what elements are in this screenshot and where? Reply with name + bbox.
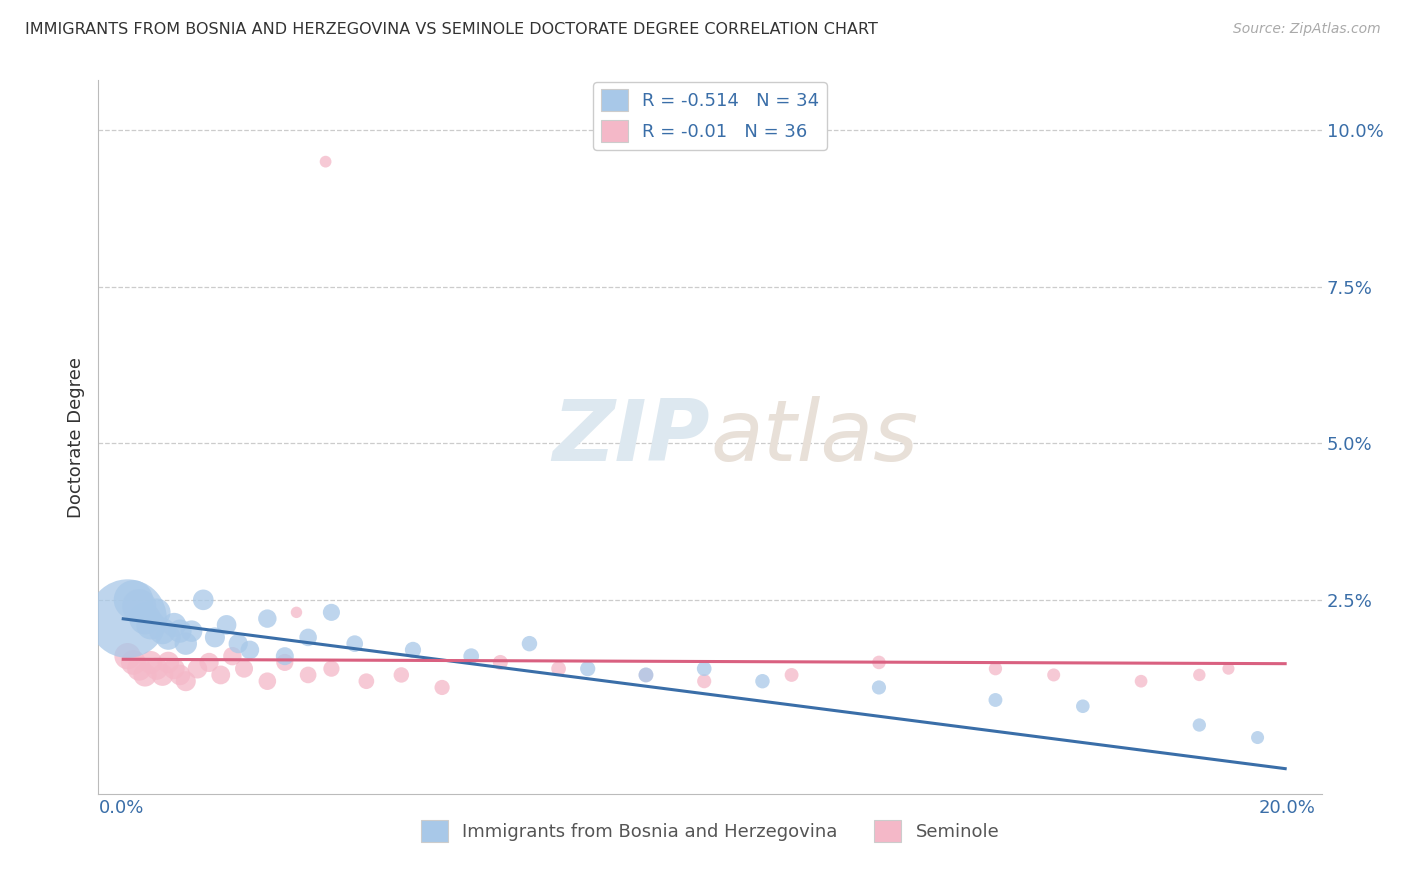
Point: [984, 693, 1007, 707]
Point: [274, 649, 297, 664]
Point: [128, 599, 150, 613]
Point: [139, 656, 162, 670]
Point: [274, 656, 297, 670]
Point: [256, 612, 278, 626]
Point: [204, 631, 226, 645]
Point: [180, 624, 202, 639]
Point: [233, 662, 256, 676]
Point: [163, 662, 186, 676]
Point: [239, 643, 262, 657]
Point: [122, 592, 145, 607]
Point: [256, 674, 278, 689]
Point: [157, 631, 180, 645]
Point: [547, 662, 569, 676]
Point: [209, 668, 232, 682]
Point: [430, 681, 453, 695]
Point: [321, 605, 343, 619]
Point: [297, 668, 319, 682]
Point: [221, 649, 243, 664]
Text: Source: ZipAtlas.com: Source: ZipAtlas.com: [1233, 22, 1381, 37]
Point: [343, 637, 366, 651]
Point: [145, 662, 167, 676]
Point: [489, 656, 512, 670]
Point: [1188, 668, 1211, 682]
Point: [174, 674, 197, 689]
Point: [193, 592, 215, 607]
Point: [174, 637, 197, 651]
Point: [169, 624, 191, 639]
Point: [693, 674, 716, 689]
Point: [1188, 718, 1211, 732]
Point: [1071, 699, 1094, 714]
Point: [868, 656, 890, 670]
Point: [519, 637, 541, 651]
Text: atlas: atlas: [710, 395, 918, 479]
Y-axis label: Doctorate Degree: Doctorate Degree: [66, 357, 84, 517]
Point: [634, 668, 657, 682]
Point: [285, 605, 308, 619]
Point: [128, 662, 150, 676]
Point: [984, 662, 1007, 676]
Point: [402, 643, 425, 657]
Point: [389, 668, 412, 682]
Point: [198, 656, 221, 670]
Point: [1042, 668, 1064, 682]
Point: [315, 154, 337, 169]
Point: [134, 612, 156, 626]
Point: [169, 668, 191, 682]
Text: IMMIGRANTS FROM BOSNIA AND HERZEGOVINA VS SEMINOLE DOCTORATE DEGREE CORRELATION : IMMIGRANTS FROM BOSNIA AND HERZEGOVINA V…: [25, 22, 879, 37]
Point: [117, 612, 139, 626]
Point: [460, 649, 482, 664]
Point: [356, 674, 378, 689]
Point: [868, 681, 890, 695]
Point: [117, 649, 139, 664]
Point: [152, 624, 174, 639]
Point: [321, 662, 343, 676]
Point: [139, 618, 162, 632]
Point: [297, 631, 319, 645]
Point: [215, 618, 238, 632]
Point: [1246, 731, 1268, 745]
Point: [186, 662, 208, 676]
Point: [576, 662, 599, 676]
Point: [693, 662, 716, 676]
Point: [780, 668, 803, 682]
Point: [634, 668, 657, 682]
Point: [1130, 674, 1153, 689]
Point: [122, 656, 145, 670]
Point: [152, 668, 174, 682]
Point: [1218, 662, 1240, 676]
Point: [226, 637, 249, 651]
Point: [157, 656, 180, 670]
Point: [134, 668, 156, 682]
Text: ZIP: ZIP: [553, 395, 710, 479]
Point: [163, 618, 186, 632]
Point: [751, 674, 773, 689]
Legend: Immigrants from Bosnia and Herzegovina, Seminole: Immigrants from Bosnia and Herzegovina, …: [413, 813, 1007, 849]
Point: [145, 605, 167, 619]
